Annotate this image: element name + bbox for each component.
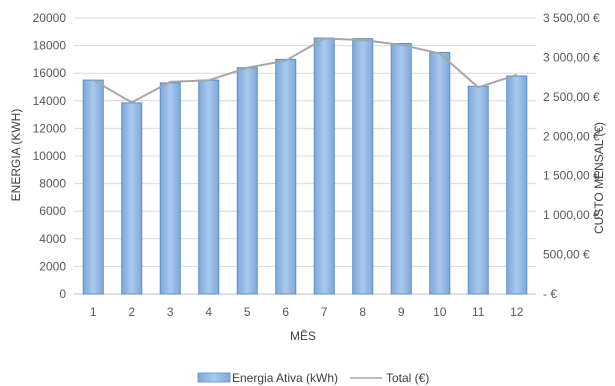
bar — [82, 79, 104, 295]
left-tick-label: 20000 — [33, 11, 67, 25]
right-axis-title: CUSTO MENSAL (€) — [592, 122, 606, 234]
left-axis-ticks: 0 2000 4000 6000 8000 10000 12000 14000 16000 180… — [33, 11, 67, 301]
legend-label-bar: Energia Ativa (kWh) — [232, 371, 338, 385]
x-tick-label: 8 — [359, 305, 366, 319]
x-tick-label: 9 — [398, 305, 405, 319]
x-tick-label: 12 — [510, 305, 524, 319]
left-tick-label: 10000 — [33, 149, 67, 163]
legend: Energia Ativa (kWh) Total (€) — [197, 371, 429, 385]
left-axis-title: ENERGIA (KWH) — [9, 109, 23, 202]
x-tick-label: 4 — [205, 305, 212, 319]
x-tick-label: 7 — [321, 305, 328, 319]
total-line — [92, 37, 518, 104]
right-tick-label: 1 000,00 € — [543, 208, 600, 222]
bar — [275, 58, 297, 295]
left-tick-label: 8000 — [39, 177, 66, 191]
right-tick-label: - € — [543, 287, 557, 301]
left-tick-label: 16000 — [33, 66, 67, 80]
right-tick-label: 1 500,00 € — [543, 169, 600, 183]
left-tick-label: 18000 — [33, 39, 67, 53]
bar — [506, 75, 528, 295]
left-tick-label: 14000 — [33, 94, 67, 108]
bar — [390, 43, 412, 295]
right-tick-label: 2 000,00 € — [543, 129, 600, 143]
x-tick-label: 6 — [282, 305, 289, 319]
right-tick-label: 3 500,00 € — [543, 11, 600, 25]
bar — [236, 67, 258, 295]
x-tick-label: 11 — [472, 305, 485, 319]
x-tick-label: 10 — [433, 305, 447, 319]
right-tick-label: 2 500,00 € — [543, 90, 600, 104]
gridlines — [74, 17, 536, 295]
x-tick-label: 2 — [128, 305, 135, 319]
bar — [467, 85, 489, 295]
bar — [429, 52, 451, 295]
legend-swatch-bar — [197, 372, 231, 383]
bar-series — [82, 37, 528, 295]
bar — [313, 37, 335, 295]
x-axis-title: MÊS — [290, 328, 316, 343]
left-tick-label: 2000 — [39, 259, 66, 273]
left-tick-label: 0 — [59, 287, 66, 301]
x-tick-label: 3 — [167, 305, 174, 319]
bar — [198, 79, 220, 295]
x-tick-label: 5 — [244, 305, 251, 319]
left-tick-label: 12000 — [33, 121, 67, 135]
x-tick-label: 1 — [90, 305, 97, 319]
legend-label-line: Total (€) — [386, 371, 429, 385]
right-tick-label: 500,00 € — [543, 248, 590, 262]
bar — [352, 38, 374, 295]
x-axis-ticks: 1 2 3 4 5 6 7 8 9 10 11 12 — [90, 305, 524, 319]
bar — [159, 82, 181, 295]
bar — [121, 102, 143, 295]
right-tick-label: 3 000,00 € — [543, 50, 600, 64]
right-axis-ticks: - € 500,00 € 1 000,00 € 1 500,00 € 2 000,00 … — [543, 11, 600, 301]
left-tick-label: 4000 — [39, 232, 66, 246]
line-series — [92, 37, 518, 104]
left-tick-label: 6000 — [39, 204, 66, 218]
